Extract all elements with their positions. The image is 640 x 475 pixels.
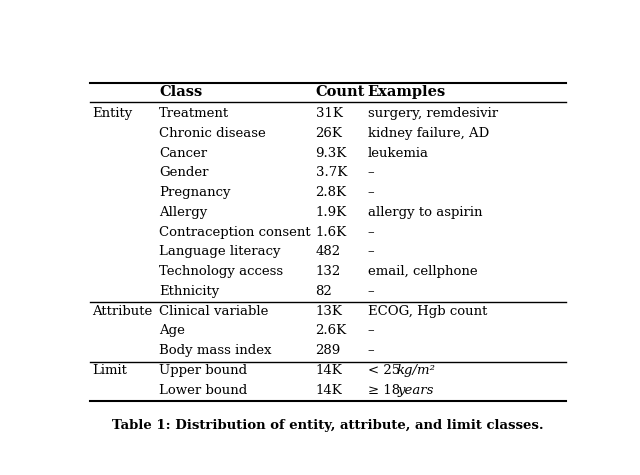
Text: 31K: 31K [316,107,342,120]
Text: 9.3K: 9.3K [316,147,347,160]
Text: Body mass index: Body mass index [159,344,272,357]
Text: Technology access: Technology access [159,265,284,278]
Text: Contraception consent: Contraception consent [159,226,311,239]
Text: Pregnancy: Pregnancy [159,186,231,199]
Text: email, cellphone: email, cellphone [367,265,477,278]
Text: Gender: Gender [159,166,209,180]
Text: 2.6K: 2.6K [316,324,347,337]
Text: –: – [367,226,374,239]
Text: –: – [367,324,374,337]
Text: surgery, remdesivir: surgery, remdesivir [367,107,498,120]
Text: 482: 482 [316,246,340,258]
Text: 3.7K: 3.7K [316,166,347,180]
Text: –: – [367,166,374,180]
Text: ≥ 18: ≥ 18 [367,384,404,397]
Text: 1.6K: 1.6K [316,226,347,239]
Text: Entity: Entity [92,107,132,120]
Text: 14K: 14K [316,364,342,377]
Text: years: years [397,384,434,397]
Text: Class: Class [159,85,203,99]
Text: leukemia: leukemia [367,147,429,160]
Text: Attribute: Attribute [92,304,153,318]
Text: Count: Count [316,85,365,99]
Text: –: – [367,246,374,258]
Text: Age: Age [159,324,185,337]
Text: 14K: 14K [316,384,342,397]
Text: Chronic disease: Chronic disease [159,127,266,140]
Text: 2.8K: 2.8K [316,186,347,199]
Text: Examples: Examples [367,85,446,99]
Text: allergy to aspirin: allergy to aspirin [367,206,482,219]
Text: –: – [367,344,374,357]
Text: < 25: < 25 [367,364,404,377]
Text: kidney failure, AD: kidney failure, AD [367,127,489,140]
Text: Allergy: Allergy [159,206,207,219]
Text: Clinical variable: Clinical variable [159,304,269,318]
Text: Limit: Limit [92,364,127,377]
Text: Lower bound: Lower bound [159,384,248,397]
Text: 82: 82 [316,285,332,298]
Text: –: – [367,285,374,298]
Text: 289: 289 [316,344,341,357]
Text: 1.9K: 1.9K [316,206,347,219]
Text: Treatment: Treatment [159,107,230,120]
Text: kg/m²: kg/m² [396,364,435,377]
Text: 26K: 26K [316,127,342,140]
Text: Table 1: Distribution of entity, attribute, and limit classes.: Table 1: Distribution of entity, attribu… [112,419,544,432]
Text: Language literacy: Language literacy [159,246,281,258]
Text: ECOG, Hgb count: ECOG, Hgb count [367,304,487,318]
Text: 13K: 13K [316,304,342,318]
Text: Cancer: Cancer [159,147,207,160]
Text: Ethnicity: Ethnicity [159,285,220,298]
Text: 132: 132 [316,265,341,278]
Text: –: – [367,186,374,199]
Text: Upper bound: Upper bound [159,364,248,377]
